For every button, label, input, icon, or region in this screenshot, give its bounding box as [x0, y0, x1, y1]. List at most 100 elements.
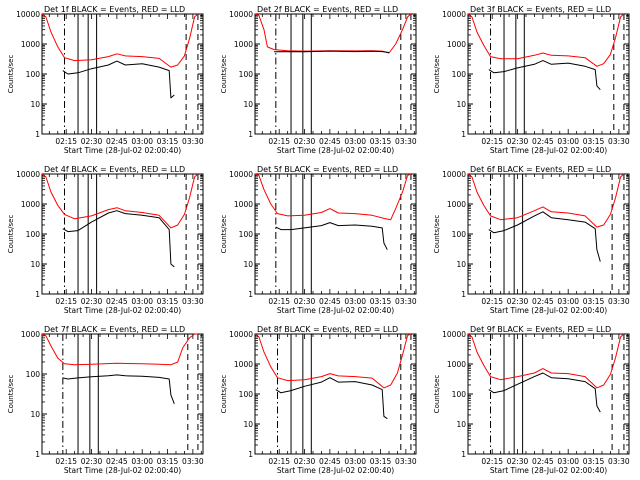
x-tick-label: 02:15: [55, 137, 77, 146]
x-tick-label: 02:15: [268, 457, 290, 466]
x-tick-label: 03:00: [557, 137, 579, 146]
x-tick-label: 03:00: [131, 297, 153, 306]
x-tick-label: 02:15: [268, 137, 290, 146]
x-tick-label: 03:15: [157, 137, 179, 146]
x-tick-label: 03:00: [557, 297, 579, 306]
x-tick-label: 02:30: [507, 457, 529, 466]
panel-det-2: 1 10 100 1000 10000 02:15 02:30 02:45 03:00 03:15…: [220, 5, 417, 155]
y-tick-label: 1: [35, 450, 40, 459]
x-tick-label: 03:30: [395, 297, 417, 306]
y-tick-label: 10: [456, 420, 466, 429]
series-line-lld: [41, 333, 198, 366]
y-tick-label: 1: [461, 290, 466, 299]
series-line-events: [62, 374, 175, 404]
x-tick-label: 02:45: [106, 297, 128, 306]
panel-det-9: 1 10 100 1000 10000 02:15 02:30 02:45 03:00 03:15…: [433, 325, 630, 475]
y-tick-label: 10: [243, 420, 253, 429]
y-axis-label: Counts/sec: [220, 375, 228, 414]
x-tick-label: 03:00: [344, 297, 366, 306]
panel-title: Det 7f BLACK = Events, RED = LLD: [44, 325, 185, 334]
y-axis-label: Counts/sec: [7, 375, 15, 414]
series-line-events: [274, 50, 390, 53]
x-axis-label: Start Time (28-Jul-02 02:00:40): [64, 306, 181, 315]
y-tick-label: 10: [456, 260, 466, 269]
series-line-lld: [41, 13, 199, 68]
panel-title: Det 8f BLACK = Events, RED = LLD: [257, 325, 398, 334]
x-tick-label: 03:00: [131, 457, 153, 466]
panel-title: Det 5f BLACK = Events, RED = LLD: [257, 165, 398, 174]
x-tick-label: 03:00: [344, 457, 366, 466]
y-axis-label: Counts/sec: [433, 55, 441, 94]
x-tick-label: 02:45: [106, 457, 128, 466]
panel-det-7: 1 10 100 1000 02:15 02:30 02:45 03:00 03:15 03:30…: [7, 325, 204, 475]
series-line-lld: [467, 333, 625, 389]
x-tick-label: 03:15: [370, 457, 392, 466]
x-tick-label: 02:45: [319, 297, 341, 306]
x-tick-label: 02:15: [481, 297, 503, 306]
x-tick-label: 03:15: [370, 137, 392, 146]
x-tick-label: 03:30: [608, 297, 630, 306]
series-line-events: [275, 377, 388, 420]
panel-det-8: 1 10 100 1000 10000 02:15 02:30 02:45 03:00 03:15…: [220, 325, 417, 475]
y-axis-label: Counts/sec: [220, 55, 228, 94]
panel-title: Det 6f BLACK = Events, RED = LLD: [470, 165, 611, 174]
x-tick-label: 02:45: [532, 297, 554, 306]
y-tick-label: 100: [26, 230, 41, 239]
x-tick-label: 03:15: [583, 137, 605, 146]
x-tick-label: 03:30: [395, 137, 417, 146]
x-tick-label: 03:00: [557, 457, 579, 466]
x-tick-label: 03:00: [131, 137, 153, 146]
y-tick-label: 1000: [447, 360, 466, 369]
x-tick-label: 03:00: [344, 137, 366, 146]
x-tick-label: 02:15: [55, 457, 77, 466]
y-tick-label: 10: [30, 410, 40, 419]
x-tick-label: 02:15: [268, 297, 290, 306]
y-tick-label: 100: [452, 230, 467, 239]
y-tick-label: 10000: [16, 10, 40, 19]
x-axis-label: Start Time (28-Jul-02 02:00:40): [277, 146, 394, 155]
y-tick-label: 1: [461, 130, 466, 139]
x-tick-label: 03:30: [395, 457, 417, 466]
x-tick-label: 03:30: [608, 137, 630, 146]
x-tick-label: 02:15: [481, 137, 503, 146]
y-tick-label: 10000: [229, 10, 253, 19]
x-tick-label: 02:30: [294, 297, 316, 306]
y-tick-label: 1000: [447, 200, 466, 209]
series-line-lld: [467, 13, 625, 67]
x-tick-label: 02:30: [507, 137, 529, 146]
x-tick-label: 02:30: [294, 137, 316, 146]
y-axis-label: Counts/sec: [433, 375, 441, 414]
x-tick-label: 03:30: [182, 137, 204, 146]
y-tick-label: 1: [35, 290, 40, 299]
x-axis-label: Start Time (28-Jul-02 02:00:40): [277, 306, 394, 315]
x-tick-label: 03:15: [583, 297, 605, 306]
panel-det-5: 1 10 100 1000 10000 02:15 02:30 02:45 03:00 03:15…: [220, 165, 417, 315]
y-tick-label: 1000: [234, 40, 253, 49]
y-axis-label: Counts/sec: [433, 215, 441, 254]
x-axis-label: Start Time (28-Jul-02 02:00:40): [490, 306, 607, 315]
y-tick-label: 10000: [229, 170, 253, 179]
y-tick-label: 10000: [229, 330, 253, 339]
y-axis-label: Counts/sec: [7, 215, 15, 254]
x-tick-label: 02:15: [55, 297, 77, 306]
y-tick-label: 10000: [442, 330, 466, 339]
y-tick-label: 1: [461, 450, 466, 459]
y-tick-label: 10000: [442, 170, 466, 179]
series-line-events: [488, 211, 601, 262]
y-tick-label: 100: [239, 390, 254, 399]
panel-title: Det 4f BLACK = Events, RED = LLD: [44, 165, 185, 174]
x-tick-label: 02:45: [106, 137, 128, 146]
y-tick-label: 1000: [21, 330, 40, 339]
y-tick-label: 1000: [234, 360, 253, 369]
x-tick-label: 02:45: [532, 457, 554, 466]
y-tick-label: 10000: [442, 10, 466, 19]
x-tick-label: 02:30: [81, 137, 103, 146]
plot-frame: [41, 333, 204, 455]
y-tick-label: 100: [239, 70, 254, 79]
x-tick-label: 02:30: [507, 297, 529, 306]
x-tick-label: 02:15: [481, 457, 503, 466]
x-tick-label: 02:45: [532, 137, 554, 146]
x-tick-label: 02:30: [294, 457, 316, 466]
